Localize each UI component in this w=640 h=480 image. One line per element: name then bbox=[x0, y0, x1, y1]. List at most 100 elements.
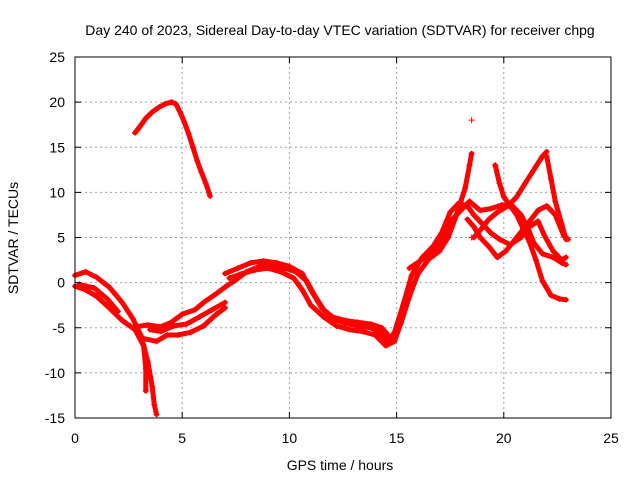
data-point bbox=[142, 365, 149, 372]
data-point bbox=[132, 129, 139, 136]
data-point bbox=[333, 322, 340, 329]
series-track-f bbox=[147, 299, 229, 335]
data-point bbox=[329, 313, 336, 320]
data-point bbox=[556, 295, 563, 302]
data-point bbox=[470, 211, 477, 218]
data-point bbox=[385, 331, 392, 338]
data-point bbox=[82, 268, 89, 275]
data-point bbox=[496, 236, 503, 243]
data-point bbox=[260, 257, 267, 264]
data-point bbox=[543, 153, 550, 160]
data-point bbox=[181, 118, 188, 125]
data-point bbox=[277, 268, 284, 275]
data-point bbox=[547, 292, 554, 299]
x-axis-label: GPS time / hours bbox=[287, 457, 394, 473]
data-point bbox=[397, 320, 404, 327]
data-point bbox=[355, 319, 362, 326]
data-point bbox=[114, 308, 121, 315]
data-point bbox=[222, 299, 229, 306]
data-point bbox=[142, 115, 149, 122]
data-point bbox=[487, 205, 494, 212]
data-point bbox=[168, 99, 175, 106]
data-point bbox=[500, 193, 507, 200]
data-point bbox=[541, 232, 548, 239]
data-point bbox=[562, 261, 569, 268]
data-point bbox=[562, 296, 569, 303]
data-point bbox=[155, 104, 162, 111]
data-point bbox=[106, 304, 113, 311]
data-point bbox=[468, 150, 475, 157]
series-line bbox=[141, 305, 228, 344]
data-point bbox=[477, 234, 484, 241]
data-point bbox=[209, 306, 216, 313]
data-point bbox=[200, 322, 207, 329]
data-point bbox=[522, 180, 529, 187]
data-point bbox=[470, 223, 477, 230]
series-line bbox=[471, 149, 550, 240]
data-point bbox=[264, 265, 271, 272]
data-point bbox=[487, 229, 494, 236]
data-point bbox=[142, 387, 149, 394]
series-track-l bbox=[492, 162, 569, 303]
x-tick-label: 5 bbox=[178, 430, 186, 446]
data-point bbox=[502, 248, 509, 255]
data-point bbox=[466, 198, 473, 205]
data-point bbox=[406, 293, 413, 300]
data-point bbox=[239, 270, 246, 277]
data-point bbox=[299, 286, 306, 293]
data-point bbox=[187, 329, 194, 336]
data-point bbox=[157, 328, 164, 335]
data-point bbox=[247, 259, 254, 266]
series-track-j bbox=[464, 202, 572, 261]
data-point bbox=[346, 326, 353, 333]
x-tick-label: 10 bbox=[282, 430, 298, 446]
data-point bbox=[189, 144, 196, 151]
chart-title: Day 240 of 2023, Sidereal Day-to-day VTE… bbox=[85, 22, 594, 38]
data-point bbox=[226, 275, 233, 282]
data-point bbox=[200, 299, 207, 306]
data-point bbox=[372, 331, 379, 338]
data-point bbox=[202, 180, 209, 187]
data-point bbox=[179, 311, 186, 318]
data-point bbox=[468, 117, 475, 124]
series-track-m bbox=[543, 153, 569, 243]
data-point bbox=[562, 236, 569, 243]
data-point bbox=[391, 338, 398, 345]
data-point bbox=[119, 299, 126, 306]
data-point bbox=[129, 315, 136, 322]
series-track-k bbox=[470, 148, 550, 241]
data-point bbox=[438, 238, 445, 245]
data-point bbox=[466, 162, 473, 169]
x-tick-label: 20 bbox=[496, 430, 512, 446]
data-point bbox=[367, 321, 374, 328]
data-point bbox=[485, 243, 492, 250]
data-point bbox=[524, 220, 531, 227]
data-point bbox=[464, 216, 471, 223]
data-point bbox=[286, 263, 293, 270]
data-point bbox=[153, 338, 160, 345]
y-axis-label: SDTVAR / TECUs bbox=[5, 182, 21, 294]
x-tick-label: 25 bbox=[603, 430, 619, 446]
data-point bbox=[477, 227, 484, 234]
data-point bbox=[492, 162, 499, 169]
data-point bbox=[144, 322, 151, 329]
data-point bbox=[213, 311, 220, 318]
series-track-g bbox=[222, 257, 392, 338]
data-point bbox=[477, 207, 484, 214]
data-point bbox=[359, 328, 366, 335]
data-point bbox=[162, 100, 169, 107]
data-point bbox=[494, 209, 501, 216]
data-point bbox=[140, 335, 147, 342]
x-tick-label: 15 bbox=[389, 430, 405, 446]
data-point bbox=[252, 266, 259, 273]
data-point bbox=[318, 304, 325, 311]
data-point bbox=[513, 193, 520, 200]
y-tick-label: 20 bbox=[49, 94, 65, 110]
y-tick-label: -15 bbox=[45, 410, 65, 426]
data-point bbox=[558, 220, 565, 227]
data-point bbox=[408, 272, 415, 279]
data-point bbox=[494, 254, 501, 261]
series-line bbox=[492, 162, 569, 303]
y-tick-label: 15 bbox=[49, 139, 65, 155]
series-track-n bbox=[132, 99, 214, 199]
